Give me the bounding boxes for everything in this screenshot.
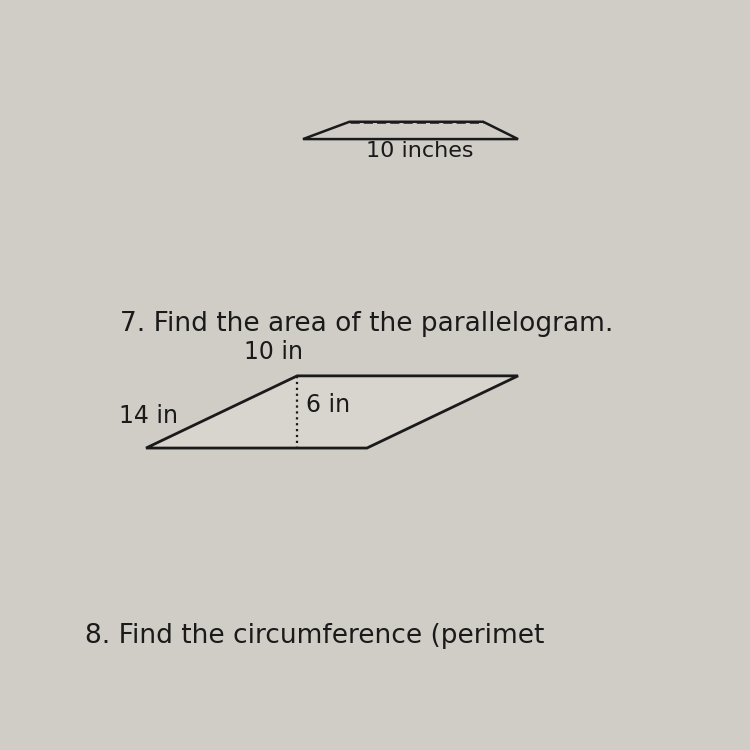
Polygon shape <box>303 122 518 139</box>
Polygon shape <box>146 376 518 448</box>
Text: 6 in: 6 in <box>306 393 350 417</box>
Text: 14 in: 14 in <box>119 404 178 428</box>
Text: 10 in: 10 in <box>244 340 304 364</box>
Text: 8. Find the circumference (perimet: 8. Find the circumference (perimet <box>85 622 544 649</box>
Text: 7. Find the area of the parallelogram.: 7. Find the area of the parallelogram. <box>120 311 614 337</box>
Text: 10 inches: 10 inches <box>365 141 473 160</box>
